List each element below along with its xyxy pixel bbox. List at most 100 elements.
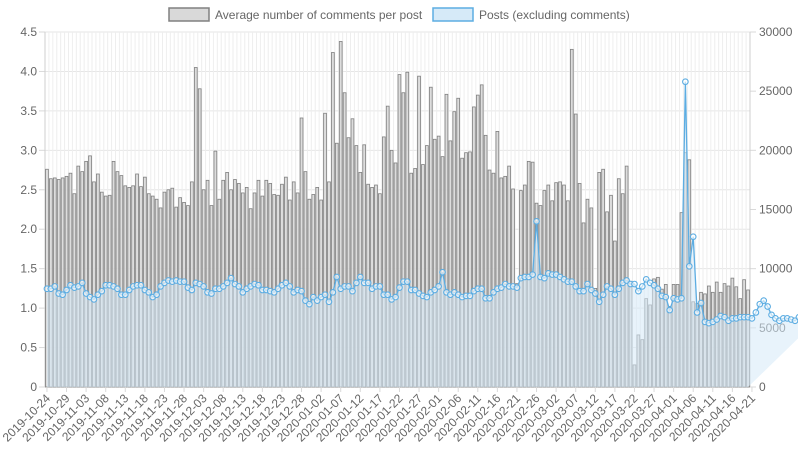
posts-point[interactable] bbox=[227, 274, 235, 282]
posts-point[interactable] bbox=[235, 283, 243, 290]
posts-area bbox=[46, 81, 798, 387]
posts-point[interactable] bbox=[325, 298, 333, 306]
left-tick-label: 2.0 bbox=[20, 222, 37, 236]
posts-point[interactable] bbox=[63, 286, 70, 294]
posts-point[interactable] bbox=[180, 278, 188, 286]
legend-label-avg-comments: Average number of comments per post bbox=[215, 8, 423, 22]
left-tick-label: 3.5 bbox=[20, 104, 37, 118]
posts-point[interactable] bbox=[353, 279, 360, 287]
posts-point[interactable] bbox=[137, 281, 145, 289]
right-tick-label: 25000 bbox=[759, 84, 793, 98]
posts-point[interactable] bbox=[599, 291, 607, 299]
posts-point[interactable] bbox=[662, 293, 670, 301]
posts-point[interactable] bbox=[541, 274, 548, 282]
posts-point[interactable] bbox=[306, 300, 313, 308]
posts-point[interactable] bbox=[333, 273, 341, 281]
posts-point[interactable] bbox=[90, 296, 98, 303]
left-tick-label: 4.0 bbox=[20, 64, 37, 78]
posts-point[interactable] bbox=[286, 283, 294, 290]
posts-point[interactable] bbox=[764, 303, 771, 310]
posts-point[interactable] bbox=[591, 290, 599, 297]
posts-point[interactable] bbox=[685, 262, 693, 270]
posts-point[interactable] bbox=[513, 284, 521, 291]
posts-point[interactable] bbox=[607, 285, 615, 293]
posts-point[interactable] bbox=[615, 285, 623, 293]
posts-point[interactable] bbox=[486, 294, 493, 302]
posts-point[interactable] bbox=[693, 309, 701, 316]
posts-point[interactable] bbox=[466, 292, 474, 300]
posts-point[interactable] bbox=[114, 285, 121, 293]
posts-point[interactable] bbox=[208, 290, 215, 297]
posts-point[interactable] bbox=[223, 279, 231, 287]
posts-point[interactable] bbox=[298, 287, 305, 295]
left-axis: 0 0.5 1.0 1.5 2.0 2.5 3.0 3.5 4.0 4.5 bbox=[20, 25, 37, 394]
posts-point[interactable] bbox=[689, 233, 697, 241]
posts-point[interactable] bbox=[98, 287, 106, 295]
left-tick-label: 0 bbox=[30, 380, 37, 394]
posts-point[interactable] bbox=[611, 291, 619, 299]
posts-point[interactable] bbox=[78, 279, 86, 287]
posts-point[interactable] bbox=[638, 283, 646, 290]
posts-point[interactable] bbox=[697, 299, 705, 307]
posts-point[interactable] bbox=[345, 283, 352, 290]
posts-point[interactable] bbox=[200, 283, 207, 290]
posts-point[interactable] bbox=[188, 286, 196, 294]
legend-label-posts: Posts (excluding comments) bbox=[479, 8, 630, 22]
posts-point[interactable] bbox=[423, 293, 431, 301]
legend-swatch-avg-comments bbox=[168, 7, 210, 22]
posts-point[interactable] bbox=[666, 306, 674, 314]
posts-point[interactable] bbox=[255, 281, 262, 289]
posts-point[interactable] bbox=[529, 271, 536, 278]
posts-point[interactable] bbox=[51, 283, 59, 290]
posts-point[interactable] bbox=[568, 278, 576, 286]
left-tick-label: 2.5 bbox=[20, 183, 37, 197]
posts-point[interactable] bbox=[403, 278, 411, 286]
left-tick-label: 1.0 bbox=[20, 301, 37, 315]
posts-point[interactable] bbox=[356, 273, 364, 281]
posts-point[interactable] bbox=[572, 283, 580, 290]
posts-point[interactable] bbox=[435, 283, 442, 290]
posts-point[interactable] bbox=[654, 285, 662, 293]
posts-point[interactable] bbox=[59, 291, 66, 299]
posts-point[interactable] bbox=[678, 294, 685, 302]
posts-point[interactable] bbox=[752, 309, 760, 316]
posts-point[interactable] bbox=[478, 285, 486, 293]
legend-item-avg-comments[interactable]: Average number of comments per post bbox=[168, 7, 423, 22]
posts-point[interactable] bbox=[364, 279, 372, 287]
posts-point[interactable] bbox=[595, 298, 603, 306]
right-tick-label: 20000 bbox=[759, 143, 793, 157]
legend-item-posts[interactable]: Posts (excluding comments) bbox=[432, 7, 630, 22]
posts-point[interactable] bbox=[635, 287, 642, 295]
right-axis: 050001000015000200002500030000 bbox=[759, 25, 793, 394]
posts-point[interactable] bbox=[760, 297, 768, 304]
posts-point[interactable] bbox=[349, 287, 356, 295]
x-axis: 2019-10-242019-10-292019-11-032019-11-08… bbox=[0, 387, 758, 445]
legend-swatch-posts bbox=[432, 7, 474, 22]
left-tick-label: 1.5 bbox=[20, 262, 37, 276]
posts-point[interactable] bbox=[533, 217, 540, 225]
posts-series bbox=[43, 78, 798, 387]
right-tick-label: 10000 bbox=[759, 262, 793, 276]
posts-point[interactable] bbox=[392, 293, 399, 301]
right-tick-label: 30000 bbox=[759, 25, 793, 39]
posts-point[interactable] bbox=[321, 291, 329, 299]
posts-point[interactable] bbox=[580, 287, 587, 295]
posts-point[interactable] bbox=[376, 283, 384, 290]
posts-point[interactable] bbox=[329, 288, 337, 296]
posts-point[interactable] bbox=[384, 291, 392, 299]
posts-point[interactable] bbox=[396, 284, 403, 291]
posts-point[interactable] bbox=[748, 315, 756, 322]
posts-point[interactable] bbox=[153, 291, 160, 299]
left-tick-label: 4.5 bbox=[20, 25, 37, 39]
left-tick-label: 3.0 bbox=[20, 143, 37, 157]
posts-point[interactable] bbox=[145, 288, 153, 296]
posts-point[interactable] bbox=[439, 268, 446, 276]
posts-point[interactable] bbox=[682, 78, 689, 86]
legend: Average number of comments per post Post… bbox=[168, 7, 630, 22]
posts-point[interactable] bbox=[584, 280, 591, 288]
right-tick-label: 0 bbox=[759, 380, 766, 394]
posts-point[interactable] bbox=[631, 280, 638, 288]
posts-point[interactable] bbox=[121, 291, 129, 299]
